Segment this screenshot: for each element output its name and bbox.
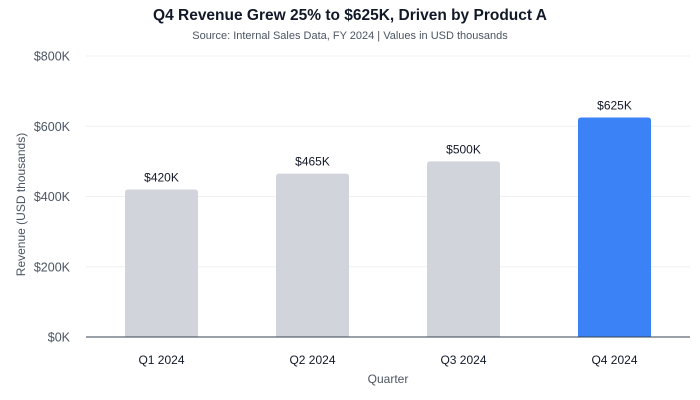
- y-tick-label: $200K: [34, 260, 71, 274]
- chart-title: Q4 Revenue Grew 25% to $625K, Driven by …: [153, 7, 547, 24]
- x-tick-label: Q2 2024: [289, 353, 335, 367]
- bar-q4-2024: [578, 117, 651, 337]
- data-label: $625K: [597, 98, 632, 112]
- x-tick-label: Q4 2024: [591, 353, 637, 367]
- bar-q2-2024: [276, 173, 349, 337]
- y-axis-title: Revenue (USD thousands): [14, 133, 28, 276]
- x-tick-label: Q3 2024: [440, 353, 486, 367]
- data-label: $465K: [295, 155, 330, 169]
- data-label: $420K: [144, 170, 179, 184]
- data-label: $500K: [446, 142, 481, 156]
- y-tick-label: $800K: [34, 50, 71, 64]
- y-tick-label: $400K: [34, 190, 71, 204]
- x-tick-label: Q1 2024: [138, 353, 184, 367]
- bar-q1-2024: [125, 189, 198, 337]
- bar-q3-2024: [427, 161, 500, 337]
- x-axis-title: Quarter: [368, 372, 409, 386]
- y-tick-label: $0K: [48, 331, 71, 345]
- y-tick-label: $600K: [34, 120, 71, 134]
- chart-subtitle: Source: Internal Sales Data, FY 2024 | V…: [192, 30, 508, 42]
